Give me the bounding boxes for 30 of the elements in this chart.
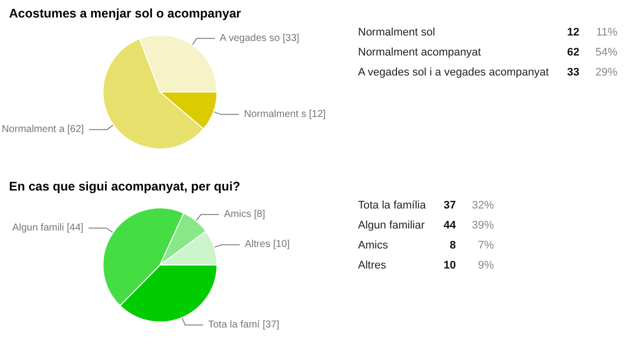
text: 9%	[478, 260, 494, 272]
text: 7%	[478, 240, 494, 252]
chart-title: Acostumes a menjar sol o acompanyar	[9, 6, 242, 20]
text: 39%	[472, 220, 494, 232]
chart-title: En cas que sigui acompanyat, per qui?	[9, 180, 240, 194]
text: 29%	[595, 66, 618, 78]
data-label: 62	[567, 46, 580, 58]
slice-label: Tota la famí [37]	[208, 319, 280, 330]
data-label: 44	[444, 220, 457, 232]
slice-label: Normalment s [12]	[244, 108, 326, 120]
category-label: Normalment acompanyat	[358, 46, 481, 58]
text: 11%	[596, 26, 618, 38]
slice-label: A vegades so [33]	[220, 32, 300, 44]
category-label: Tota la família	[358, 200, 427, 212]
data-label: 8	[450, 240, 456, 252]
category-label: Altres	[358, 260, 387, 272]
slice-label: Normalment a [62]	[2, 124, 84, 136]
category-label: Normalment sol	[358, 26, 436, 38]
data-label: 10	[444, 260, 456, 272]
text: 54%	[595, 46, 618, 58]
text: 32%	[472, 200, 494, 212]
category-label: Algun familiar	[358, 220, 425, 232]
slice-label: Algun famili [44]	[12, 222, 84, 234]
slice-label: Altres [10]	[244, 239, 290, 250]
category-label: A vegades sol i a vegades acompanyat	[358, 66, 549, 78]
data-label: 33	[567, 66, 580, 78]
data-label: 12	[567, 26, 580, 38]
category-label: Amics	[358, 240, 388, 252]
slice-label: Amics [8]	[224, 209, 266, 220]
data-label: 37	[444, 200, 456, 212]
